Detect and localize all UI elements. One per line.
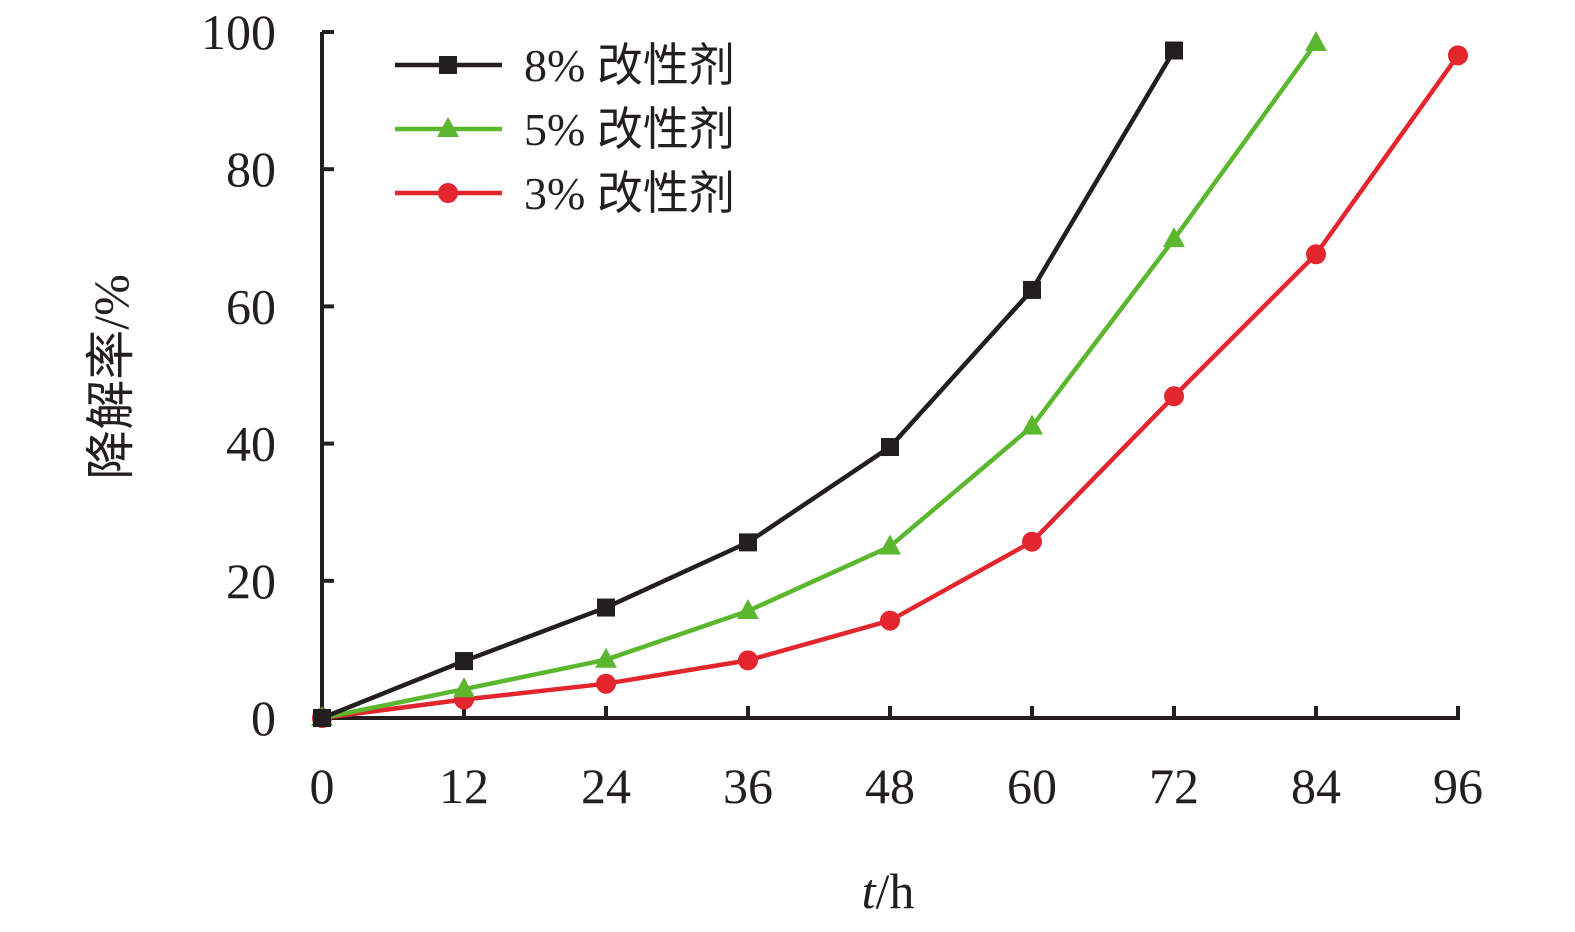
legend-label: 5% 改性剂 xyxy=(524,104,735,155)
axes: 0 20 40 60 80 100 0 12 24 36 48 60 72 84 96 xyxy=(201,4,1483,814)
legend-marker-square xyxy=(439,56,457,74)
data-point-square xyxy=(1165,41,1183,60)
data-point-square xyxy=(455,652,473,671)
data-point-triangle xyxy=(1163,227,1185,248)
data-point-square xyxy=(597,598,615,617)
x-axis-label: t/h xyxy=(862,863,915,919)
data-point-triangle xyxy=(453,677,475,698)
data-point-circle xyxy=(738,650,758,671)
data-point-circle xyxy=(596,673,616,694)
data-point-square xyxy=(881,438,899,457)
series-group xyxy=(311,30,1468,728)
y-axis-label: 降解率/% xyxy=(83,274,139,480)
y-tick-label: 20 xyxy=(226,553,276,609)
data-point-square xyxy=(739,533,757,552)
legend-marker-circle xyxy=(438,183,458,203)
data-point-square xyxy=(313,709,331,727)
x-axis-label-unit: /h xyxy=(876,863,915,919)
x-tick-label: 36 xyxy=(723,758,773,814)
x-tick-label: 96 xyxy=(1433,758,1483,814)
series-triangle xyxy=(311,30,1327,726)
y-tick-label: 100 xyxy=(201,4,276,60)
data-point-triangle xyxy=(1021,414,1043,435)
legend-item-square: 8% 改性剂 xyxy=(395,40,735,91)
x-tick-label: 24 xyxy=(581,758,631,814)
legend-marker-triangle xyxy=(437,117,459,137)
x-tick-label: 60 xyxy=(1007,758,1057,814)
legend-item-circle: 3% 改性剂 xyxy=(395,168,735,219)
legend-item-triangle: 5% 改性剂 xyxy=(395,104,735,155)
y-tick-label: 60 xyxy=(226,278,276,334)
legend: 8% 改性剂 5% 改性剂 3% 改性剂 xyxy=(395,40,735,219)
legend-label: 8% 改性剂 xyxy=(524,40,735,91)
data-point-triangle xyxy=(879,534,901,555)
data-point-triangle xyxy=(737,598,759,619)
x-axis-label-italic: t xyxy=(862,863,877,919)
y-tick-label: 0 xyxy=(251,690,276,746)
series-line-triangle xyxy=(321,41,1318,721)
legend-label: 3% 改性剂 xyxy=(524,168,735,219)
x-tick-label: 72 xyxy=(1149,758,1199,814)
data-point-square xyxy=(1023,280,1041,299)
data-point-circle xyxy=(1306,244,1326,265)
x-tick-label: 0 xyxy=(310,758,335,814)
x-tick-label: 48 xyxy=(865,758,915,814)
data-point-circle xyxy=(1448,45,1468,66)
data-point-circle xyxy=(1022,531,1042,552)
data-point-triangle xyxy=(1305,30,1327,51)
y-tick-label: 80 xyxy=(226,141,276,197)
data-point-circle xyxy=(880,610,900,631)
data-point-circle xyxy=(1164,386,1184,407)
x-tick-label: 84 xyxy=(1291,758,1341,814)
series-circle xyxy=(312,45,1468,728)
x-tick-label: 12 xyxy=(439,758,489,814)
series-square xyxy=(313,41,1183,727)
y-tick-label: 40 xyxy=(226,416,276,472)
data-point-triangle xyxy=(595,647,617,668)
